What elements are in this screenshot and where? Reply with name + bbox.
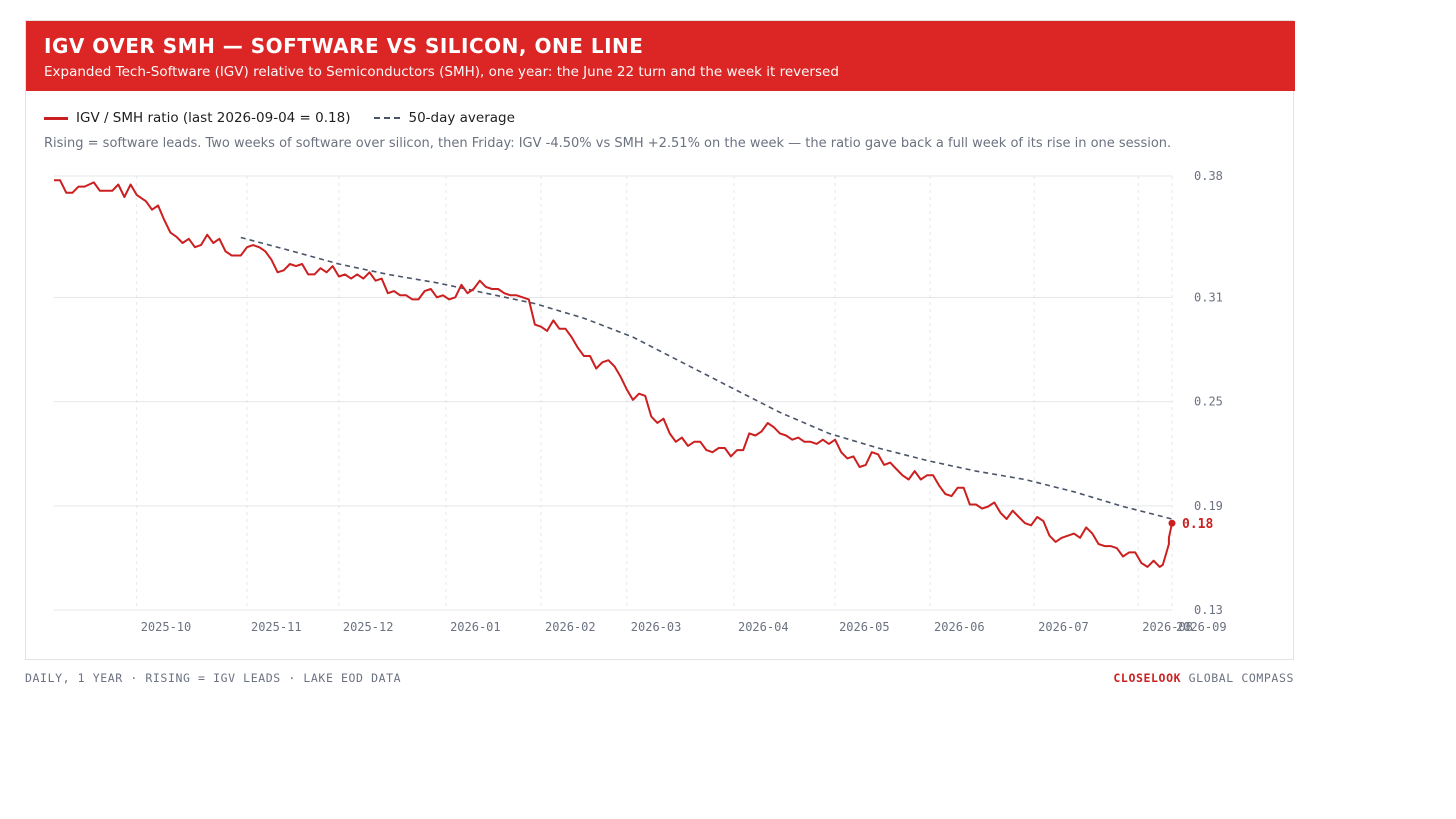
x-tick-label: 2026-04: [738, 620, 789, 634]
ratio-series-line: [54, 179, 1173, 568]
x-tick-label: 2025-11: [251, 620, 302, 634]
x-tick-label: 2025-10: [141, 620, 192, 634]
x-tick-label: 2026-05: [839, 620, 890, 634]
brand-logo-text: CLOSELOOK: [1113, 671, 1182, 685]
chart-subtitle: Expanded Tech-Software (IGV) relative to…: [44, 64, 839, 80]
brand-suffix: GLOBAL COMPASS: [1188, 671, 1294, 685]
last-value-label: 0.18: [1182, 517, 1213, 532]
footer-brand: CLOSELOOK GLOBAL COMPASS: [1113, 671, 1294, 685]
ratio-legend-label: IGV / SMH ratio (last 2026-09-04 = 0.18): [76, 110, 351, 126]
x-tick-label: 2026-06: [934, 620, 985, 634]
y-tick-label: 0.25: [1194, 395, 1223, 409]
y-tick-label: 0.13: [1194, 603, 1223, 617]
y-tick-label: 0.31: [1194, 291, 1223, 305]
chart-title: IGV OVER SMH — SOFTWARE VS SILICON, ONE …: [44, 34, 644, 58]
avg-series-line: [240, 236, 1173, 520]
ratio-legend-swatch: [44, 116, 68, 120]
chart-header: IGV OVER SMH — SOFTWARE VS SILICON, ONE …: [26, 21, 1295, 91]
y-tick-label: 0.38: [1194, 169, 1223, 183]
avg-legend-swatch: [374, 117, 401, 119]
last-value-dot: [1168, 519, 1176, 527]
chart-note: Rising = software leads. Two weeks of so…: [44, 136, 1172, 151]
x-tick-label: 2026-03: [631, 620, 682, 634]
x-tick-label: 2025-12: [343, 620, 394, 634]
footer-source: DAILY, 1 YEAR · RISING = IGV LEADS · LAK…: [25, 671, 402, 685]
chart-legend: IGV / SMH ratio (last 2026-09-04 = 0.18)…: [44, 110, 515, 126]
x-tick-label: 2026-01: [450, 620, 501, 634]
y-tick-label: 0.19: [1194, 499, 1223, 513]
x-tick-label: 2026-07: [1038, 620, 1089, 634]
x-tick-label: 2026-08: [1142, 620, 1193, 634]
chart-plot: 0.38 0.31 0.25 0.19 0.13 2025-10 2025-11 2025-1…: [54, 169, 1227, 634]
chart-card: IGV OVER SMH — SOFTWARE VS SILICON, ONE …: [25, 20, 1295, 660]
avg-legend-label: 50-day average: [408, 110, 515, 126]
x-tick-label: 2026-02: [545, 620, 596, 634]
x-tick-label: 2026-09: [1176, 620, 1227, 634]
